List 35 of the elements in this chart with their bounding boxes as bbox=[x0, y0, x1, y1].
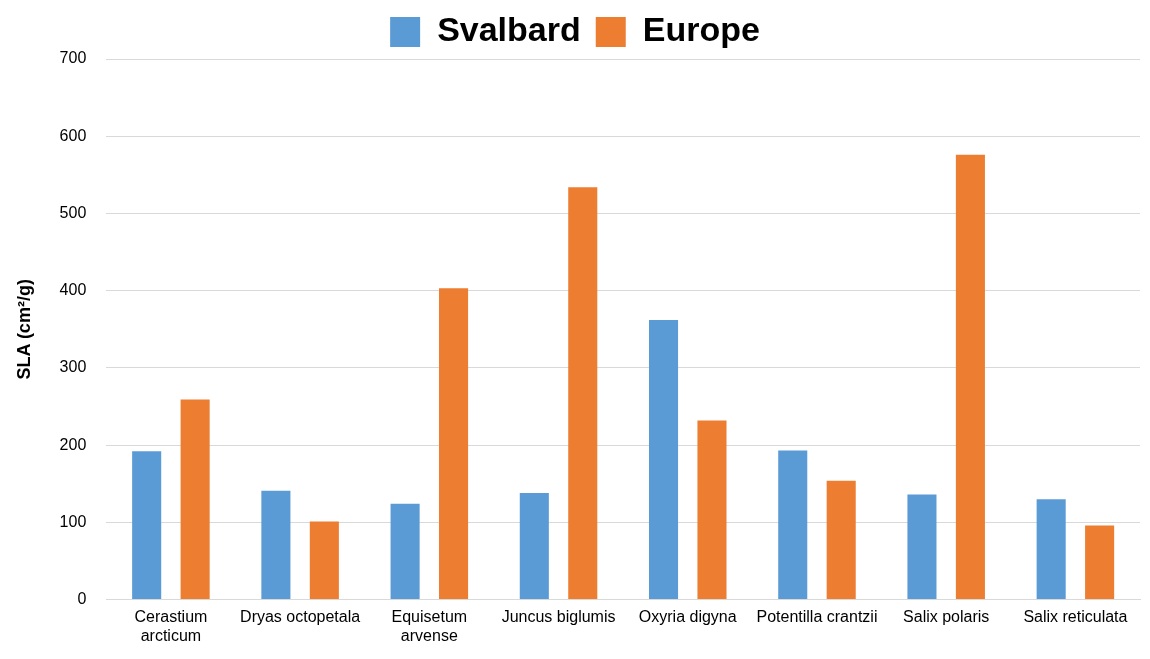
x-tick-label: Salix reticulata bbox=[1023, 607, 1128, 625]
bar bbox=[826, 480, 856, 600]
x-tick-label: Salix polaris bbox=[903, 607, 990, 625]
bar bbox=[439, 288, 469, 600]
bar bbox=[132, 451, 162, 600]
y-axis-title: SLA (cm²/g) bbox=[13, 279, 34, 380]
y-tick-label: 600 bbox=[59, 126, 87, 144]
bar bbox=[568, 187, 598, 600]
bar bbox=[180, 399, 210, 600]
bar bbox=[309, 521, 339, 600]
bar bbox=[261, 490, 291, 600]
y-tick-label: 500 bbox=[59, 203, 87, 221]
bar bbox=[907, 494, 937, 600]
y-tick-label: 100 bbox=[59, 512, 87, 530]
bar bbox=[778, 450, 808, 600]
legend-label: Svalbard bbox=[437, 10, 581, 49]
bar bbox=[390, 503, 420, 600]
y-tick-label: 400 bbox=[59, 281, 87, 299]
y-tick-label: 200 bbox=[59, 435, 87, 453]
y-tick-label: 300 bbox=[59, 358, 87, 376]
x-tick-label: Juncus biglumis bbox=[501, 607, 616, 625]
bar bbox=[648, 320, 679, 600]
y-tick-label: 700 bbox=[59, 49, 87, 67]
legend-label: Europe bbox=[642, 10, 760, 49]
bar bbox=[697, 420, 727, 600]
y-tick-label: 0 bbox=[77, 590, 87, 608]
x-tick-label: Equisetum arvense bbox=[391, 607, 468, 644]
bar bbox=[1036, 499, 1066, 600]
bar bbox=[1085, 525, 1115, 600]
x-tick-label: Cerastium arcticum bbox=[134, 607, 208, 644]
x-tick-label: Potentilla crantzii bbox=[756, 607, 878, 625]
bar bbox=[955, 154, 985, 600]
x-tick-label: Dryas octopetala bbox=[240, 607, 361, 625]
bar bbox=[519, 493, 549, 600]
x-tick-label: Oxyria digyna bbox=[638, 607, 737, 625]
